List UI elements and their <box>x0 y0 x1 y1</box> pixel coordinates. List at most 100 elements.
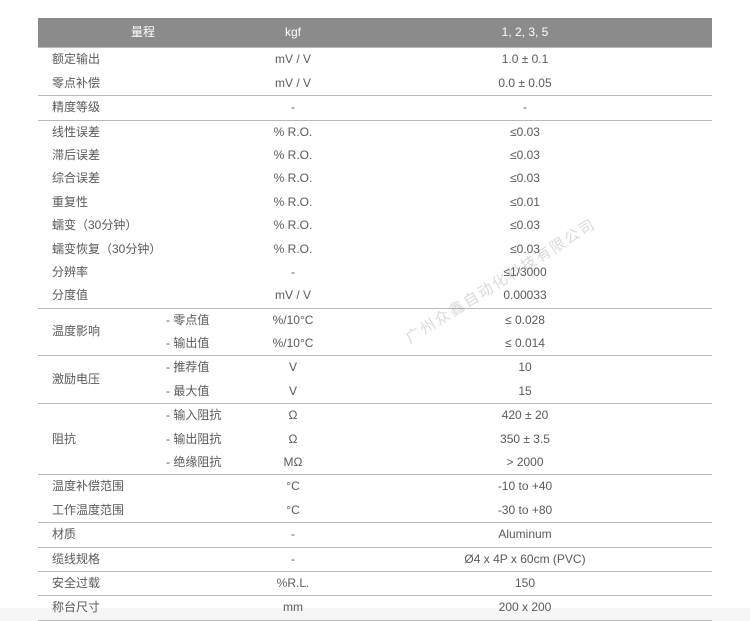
row-group-label: 阻抗 <box>38 404 158 475</box>
row-value: - <box>338 96 712 120</box>
row-value: ≤ 0.028 <box>338 308 712 332</box>
spec-table: 量程kgf1, 2, 3, 5额定输出mV / V1.0 ± 0.1零点补偿mV… <box>38 18 712 621</box>
row-unit: % R.O. <box>248 144 338 167</box>
row-sub-label: - 推荐值 <box>158 356 248 380</box>
row-value: -30 to +80 <box>338 499 712 523</box>
row-unit: - <box>248 547 338 571</box>
row-value: 420 ± 20 <box>338 404 712 428</box>
row-sub-label: - 零点值 <box>158 308 248 332</box>
row-unit: V <box>248 356 338 380</box>
row-unit: mm <box>248 596 338 620</box>
row-label: 安全过载 <box>38 571 248 595</box>
row-label: 称台尺寸 <box>38 596 248 620</box>
row-unit: MΩ <box>248 451 338 475</box>
header-unit: kgf <box>248 18 338 48</box>
table-row: 蠕变恢复（30分钟）% R.O.≤0.03 <box>38 238 712 261</box>
row-unit: V <box>248 380 338 404</box>
row-value: ≤0.03 <box>338 238 712 261</box>
row-label: 蠕变（30分钟） <box>38 214 248 237</box>
row-value: ≤0.03 <box>338 120 712 144</box>
row-unit: %/10°C <box>248 308 338 332</box>
table-row: 分辨率-≤1/3000 <box>38 261 712 284</box>
row-label: 温度补偿范围 <box>38 475 248 499</box>
row-unit: % R.O. <box>248 191 338 214</box>
table-row: 综合误差% R.O.≤0.03 <box>38 167 712 190</box>
row-value: > 2000 <box>338 451 712 475</box>
table-row: 线性误差% R.O.≤0.03 <box>38 120 712 144</box>
row-unit: %/10°C <box>248 332 338 356</box>
header-range: 量程 <box>38 18 248 48</box>
table-row: 阻抗- 输入阻抗Ω420 ± 20 <box>38 404 712 428</box>
row-unit: % R.O. <box>248 167 338 190</box>
row-label: 缆线规格 <box>38 547 248 571</box>
row-label: 线性误差 <box>38 120 248 144</box>
row-value: 1.0 ± 0.1 <box>338 48 712 72</box>
table-row: 分度值mV / V0.00033 <box>38 284 712 308</box>
row-value: 10 <box>338 356 712 380</box>
table-row: 温度补偿范围°C-10 to +40 <box>38 475 712 499</box>
row-unit: - <box>248 261 338 284</box>
row-value: 15 <box>338 380 712 404</box>
row-unit: mV / V <box>248 284 338 308</box>
row-sub-label: - 输入阻抗 <box>158 404 248 428</box>
row-value: ≤0.03 <box>338 144 712 167</box>
table-row: 缆线规格-Ø4 x 4P x 60cm (PVC) <box>38 547 712 571</box>
row-unit: % R.O. <box>248 214 338 237</box>
row-group-label: 温度影响 <box>38 308 158 356</box>
row-label: 材质 <box>38 523 248 547</box>
table-row: 工作温度范围°C-30 to +80 <box>38 499 712 523</box>
table-row: 额定输出mV / V1.0 ± 0.1 <box>38 48 712 72</box>
row-label: 重复性 <box>38 191 248 214</box>
row-label: 分辨率 <box>38 261 248 284</box>
table-row: 温度影响- 零点值%/10°C≤ 0.028 <box>38 308 712 332</box>
row-value: Aluminum <box>338 523 712 547</box>
row-unit: mV / V <box>248 72 338 96</box>
table-row: 重复性% R.O.≤0.01 <box>38 191 712 214</box>
row-sub-label: - 绝缘阻抗 <box>158 451 248 475</box>
header-row: 量程kgf1, 2, 3, 5 <box>38 18 712 48</box>
row-sub-label: - 输出值 <box>158 332 248 356</box>
row-value: ≤0.01 <box>338 191 712 214</box>
row-unit: %R.L. <box>248 571 338 595</box>
row-unit: mV / V <box>248 48 338 72</box>
table-row: 激励电压- 推荐值V10 <box>38 356 712 380</box>
row-sub-label: - 最大值 <box>158 380 248 404</box>
table-row: 安全过载%R.L.150 <box>38 571 712 595</box>
row-label: 工作温度范围 <box>38 499 248 523</box>
row-label: 额定输出 <box>38 48 248 72</box>
row-value: -10 to +40 <box>338 475 712 499</box>
row-value: ≤ 0.014 <box>338 332 712 356</box>
table-row: 称台尺寸mm200 x 200 <box>38 596 712 620</box>
row-label: 综合误差 <box>38 167 248 190</box>
header-values: 1, 2, 3, 5 <box>338 18 712 48</box>
row-group-label: 激励电压 <box>38 356 158 404</box>
row-label: 蠕变恢复（30分钟） <box>38 238 248 261</box>
row-unit: °C <box>248 475 338 499</box>
row-label: 零点补偿 <box>38 72 248 96</box>
row-unit: % R.O. <box>248 120 338 144</box>
row-value: 150 <box>338 571 712 595</box>
row-value: 200 x 200 <box>338 596 712 620</box>
row-label: 精度等级 <box>38 96 248 120</box>
row-unit: Ω <box>248 428 338 451</box>
row-value: ≤1/3000 <box>338 261 712 284</box>
row-label: 分度值 <box>38 284 248 308</box>
row-unit: - <box>248 96 338 120</box>
row-unit: % R.O. <box>248 238 338 261</box>
row-unit: Ω <box>248 404 338 428</box>
row-unit: °C <box>248 499 338 523</box>
row-value: 0.0 ± 0.05 <box>338 72 712 96</box>
row-label: 滞后误差 <box>38 144 248 167</box>
row-value: 350 ± 3.5 <box>338 428 712 451</box>
row-sub-label: - 输出阻抗 <box>158 428 248 451</box>
row-value: ≤0.03 <box>338 214 712 237</box>
table-row: 滞后误差% R.O.≤0.03 <box>38 144 712 167</box>
row-value: ≤0.03 <box>338 167 712 190</box>
table-row: 精度等级-- <box>38 96 712 120</box>
row-unit: - <box>248 523 338 547</box>
row-value: 0.00033 <box>338 284 712 308</box>
table-row: 材质-Aluminum <box>38 523 712 547</box>
table-row: 零点补偿mV / V0.0 ± 0.05 <box>38 72 712 96</box>
row-value: Ø4 x 4P x 60cm (PVC) <box>338 547 712 571</box>
table-row: 蠕变（30分钟）% R.O.≤0.03 <box>38 214 712 237</box>
